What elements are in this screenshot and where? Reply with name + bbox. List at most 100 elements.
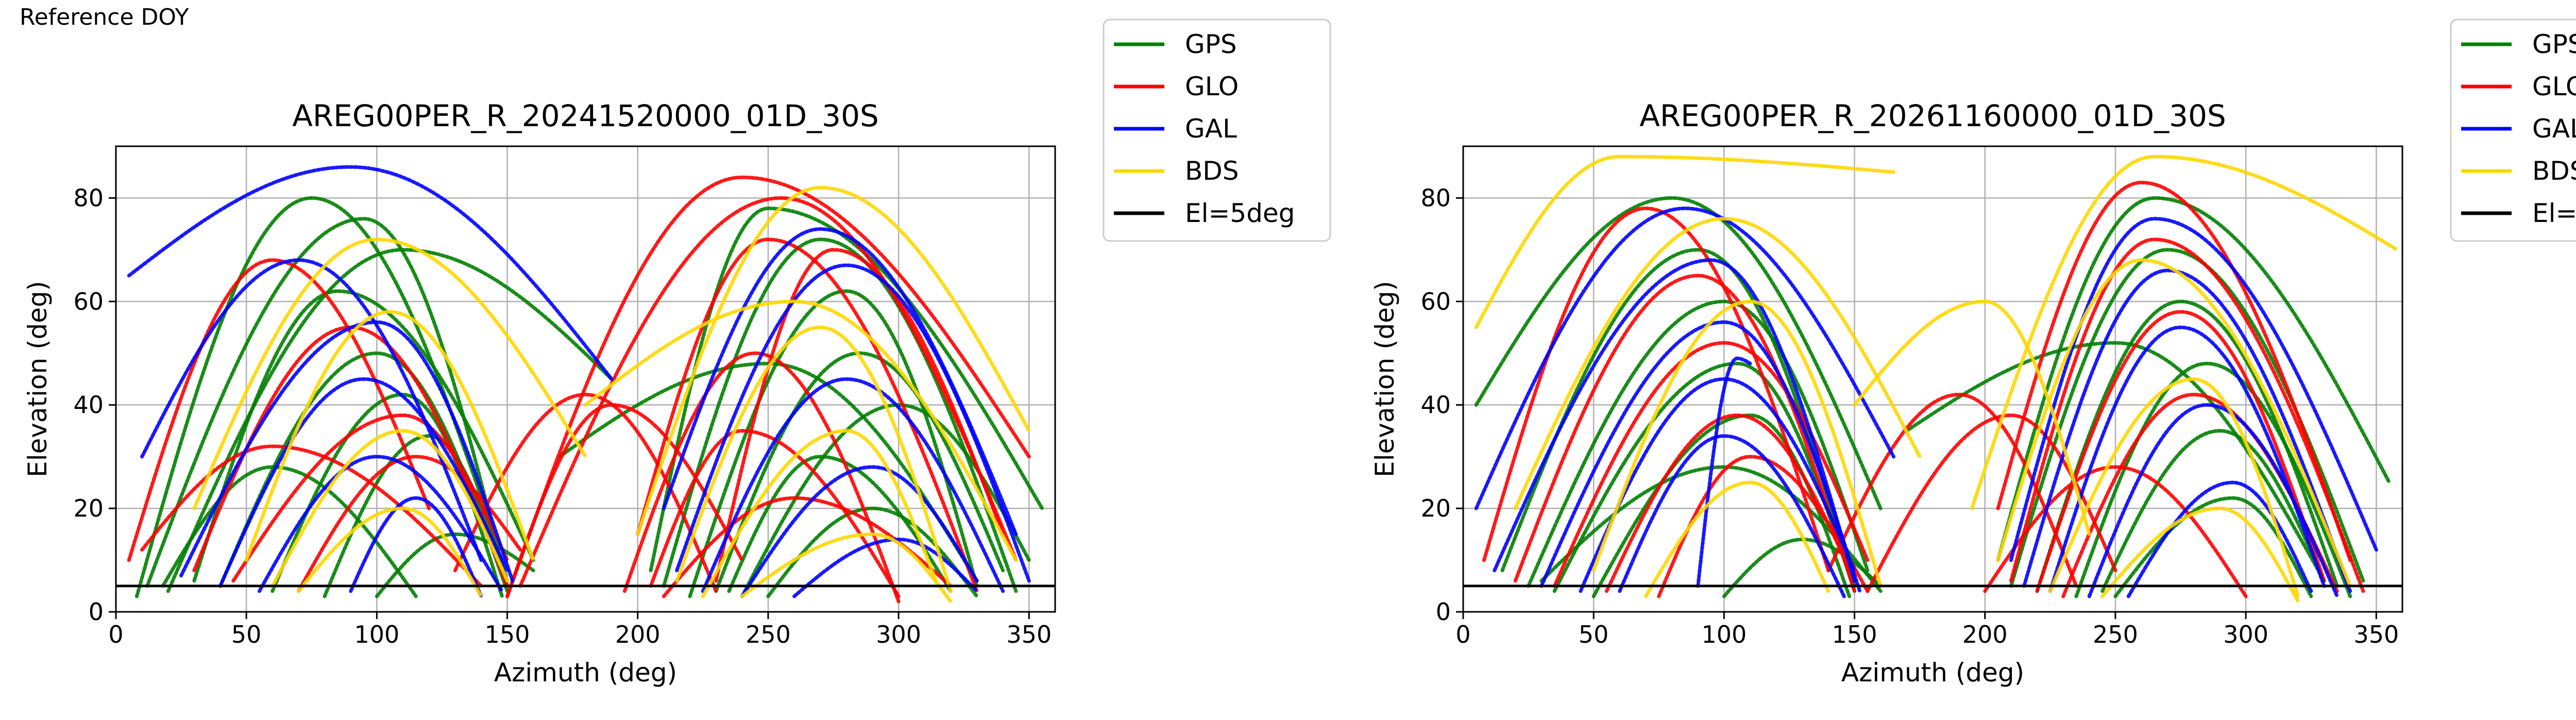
legend: GPS GLO GAL BDS El=5deg <box>2450 19 2576 242</box>
legend-label: GLO <box>1185 72 1239 101</box>
legend-label: El=5deg <box>2532 198 2576 228</box>
legend-label: BDS <box>1185 156 1239 186</box>
track-gal-7 <box>675 263 1031 583</box>
track-gal-6 <box>1696 356 1752 588</box>
track-gal-8 <box>2022 268 2352 593</box>
track-gps-10 <box>2074 362 2352 598</box>
track-bds-7 <box>584 299 1018 562</box>
track-bds-2 <box>1513 217 1922 510</box>
track-gal-1 <box>1474 206 1895 510</box>
x-tick-label: 300 <box>2223 621 2268 648</box>
track-gps-7 <box>1996 196 2392 562</box>
y-tick-label: 20 <box>1420 494 1451 522</box>
track-gps-15 <box>766 506 979 598</box>
track-bds-8 <box>2100 506 2300 604</box>
track-bds-2 <box>244 310 535 562</box>
y-axis-label: Elevation (deg) <box>1370 281 1400 477</box>
track-gps-11 <box>2100 428 2326 593</box>
x-axis-label: Azimuth (deg) <box>494 658 677 688</box>
track-gal-2 <box>140 258 483 562</box>
track-glo-5 <box>505 175 1031 598</box>
legend-label: GAL <box>2532 114 2576 144</box>
track-bds-6 <box>1996 258 2352 588</box>
track-gal-4 <box>1579 377 1857 593</box>
x-tick-label: 200 <box>1962 621 2008 648</box>
track-gps-12 <box>2113 496 2313 598</box>
track-gps-9 <box>649 206 1044 573</box>
chart-title: AREG00PER_R_20241520000_01D_30S <box>292 98 879 133</box>
x-tick-label: 150 <box>1832 621 1877 648</box>
track-bds-1 <box>1474 155 1895 330</box>
track-gps-4 <box>1552 362 1857 593</box>
axes-frame <box>1462 145 2403 613</box>
track-glo-12 <box>1983 465 2248 598</box>
x-tick-label: 250 <box>745 621 791 648</box>
x-tick-label: 50 <box>231 621 262 648</box>
track-bds-1 <box>192 237 587 510</box>
x-axis-label: Azimuth (deg) <box>1841 658 2024 688</box>
track-bds-6 <box>701 428 940 598</box>
y-tick-label: 60 <box>1420 287 1451 315</box>
track-gal-7 <box>2009 217 2378 562</box>
track-bds-9 <box>740 532 953 604</box>
y-tick-label: 40 <box>73 391 104 419</box>
track-gal-8 <box>701 377 1005 593</box>
track-gal-5 <box>258 455 504 593</box>
track-glo-9 <box>2009 237 2365 593</box>
track-gal-4 <box>218 377 510 588</box>
y-axis-label: Elevation (deg) <box>23 281 53 477</box>
track-glo-1 <box>127 258 431 562</box>
track-glo-3 <box>1552 341 1870 588</box>
axes-frame <box>115 145 1056 613</box>
legend-box <box>2450 19 2576 242</box>
y-tick-label: 20 <box>73 494 104 522</box>
track-gal-5 <box>1618 434 1846 598</box>
track-gps-4 <box>192 289 535 583</box>
track-gps-3 <box>1527 299 1870 588</box>
y-tick-label: 0 <box>1436 598 1451 626</box>
x-tick-label: 100 <box>354 621 399 648</box>
x-tick-label: 350 <box>1006 621 1052 648</box>
track-gps-2 <box>145 217 510 588</box>
x-tick-label: 200 <box>615 621 660 648</box>
x-tick-label: 300 <box>876 621 921 648</box>
y-tick-label: 60 <box>73 287 104 315</box>
track-gal-6 <box>662 227 1018 536</box>
legend: GPS GLO GAL BDS El=5deg <box>1103 19 1331 242</box>
track-gps-14 <box>727 455 953 593</box>
track-bds-8 <box>297 506 483 598</box>
legend-label: GAL <box>1185 114 1237 144</box>
track-bds-3 <box>1591 299 1883 588</box>
x-tick-label: 50 <box>1579 621 1609 648</box>
y-tick-label: 80 <box>73 184 104 212</box>
data-tracks <box>1474 155 2399 604</box>
x-tick-label: 350 <box>2353 621 2399 648</box>
legend-box <box>1103 19 1331 242</box>
y-tick-label: 80 <box>1420 184 1451 212</box>
track-bds-9 <box>1853 299 2091 536</box>
legend-label: GLO <box>2532 72 2576 101</box>
track-gps-8 <box>161 465 418 598</box>
track-glo-13 <box>140 444 483 588</box>
track-glo-10 <box>2035 310 2326 593</box>
y-tick-label: 40 <box>1420 391 1451 419</box>
track-gps-17 <box>375 532 535 598</box>
track-glo-4 <box>1605 413 1857 593</box>
legend-label: El=5deg <box>1185 198 1295 228</box>
x-tick-label: 150 <box>485 621 530 648</box>
track-glo-10 <box>649 428 901 598</box>
legend-label: GPS <box>2532 29 2576 59</box>
x-tick-label: 0 <box>1455 621 1470 648</box>
chart-panel-1: 0 50 100 150 200 250 300 350 0 20 40 60 80 AREG00PER_… <box>23 19 1331 688</box>
x-tick-label: 100 <box>1701 621 1747 648</box>
legend-label: GPS <box>1185 29 1237 59</box>
chart-panel-2: 0 50 100 150 200 250 300 350 0 20 40 60 80 AREG00PER_… <box>1370 19 2576 688</box>
x-tick-label: 0 <box>108 621 123 648</box>
track-gps-10 <box>662 237 1018 593</box>
track-glo-8 <box>1996 180 2352 562</box>
track-gps-11 <box>688 289 979 598</box>
track-gal-3 <box>179 320 515 583</box>
track-glo-12 <box>623 351 901 604</box>
reference-doy-label: Reference DOY <box>20 4 189 30</box>
track-bds-4 <box>1644 481 1831 598</box>
